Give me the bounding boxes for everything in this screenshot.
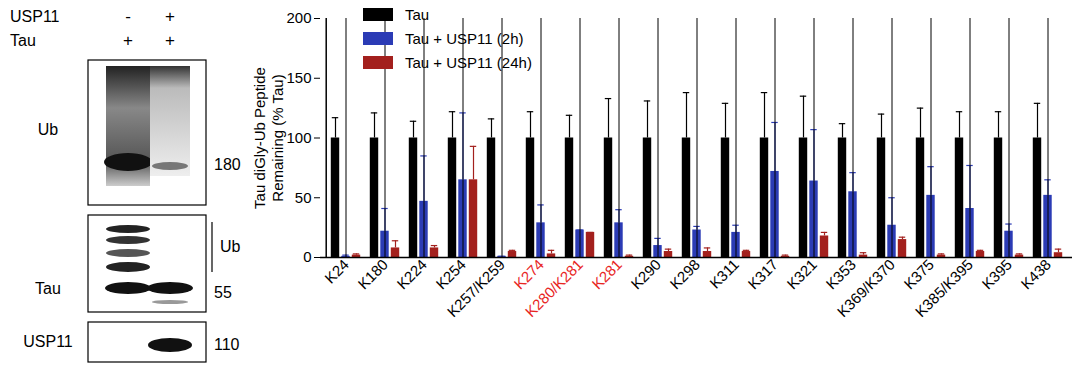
svg-text:0: 0: [303, 248, 311, 265]
html-text:Tau + USP11 (24h): Tau + USP11 (24h): [405, 53, 532, 71]
svg-text:+: +: [165, 31, 175, 50]
svg-text:+: +: [123, 31, 133, 50]
svg-text:Ub: Ub: [220, 238, 241, 255]
svg-text:150: 150: [286, 69, 311, 86]
svg-text:200: 200: [286, 9, 311, 26]
svg-text:K281: K281: [588, 256, 625, 293]
svg-text:K254: K254: [432, 255, 470, 293]
svg-text:K257/K259: K257/K259: [444, 256, 509, 321]
svg-text:K317: K317: [744, 256, 781, 293]
svg-text:K280/K281: K280/K281: [522, 256, 587, 321]
svg-text:K224: K224: [393, 256, 430, 293]
svg-text:K353: K353: [822, 255, 860, 293]
svg-text:K311: K311: [706, 256, 742, 292]
svg-text:K438: K438: [1017, 256, 1054, 293]
svg-text:K290: K290: [627, 256, 664, 293]
svg-text:55: 55: [214, 284, 232, 301]
svg-text:K369/K370: K369/K370: [834, 256, 899, 321]
svg-text:K180: K180: [354, 256, 391, 293]
svg-text:K395: K395: [978, 256, 1015, 293]
svg-text:-: -: [125, 7, 131, 26]
svg-text:K321: K321: [783, 256, 820, 293]
svg-text:K298: K298: [666, 256, 703, 293]
svg-text:USP11: USP11: [23, 333, 73, 350]
html-text:Tau + USP11 (2h): Tau + USP11 (2h): [405, 29, 524, 47]
svg-text:K375: K375: [900, 255, 938, 293]
svg-text:K274: K274: [510, 255, 548, 293]
svg-text:K24: K24: [321, 256, 352, 287]
svg-text:100: 100: [286, 129, 311, 146]
svg-text:Tau diGly-Ub PeptideRemaining: Tau diGly-Ub PeptideRemaining (% Tau): [251, 67, 285, 209]
svg-text:110: 110: [214, 336, 240, 353]
svg-text:+: +: [165, 7, 175, 26]
svg-text:Ub: Ub: [38, 121, 59, 138]
svg-text:USP11: USP11: [10, 8, 60, 25]
svg-text:K385/K395: K385/K395: [912, 256, 977, 321]
html-text:Tau: Tau: [405, 5, 430, 23]
svg-text:Tau: Tau: [35, 280, 61, 297]
svg-text:Tau: Tau: [10, 32, 36, 49]
svg-text:50: 50: [295, 189, 312, 206]
svg-text:180: 180: [214, 156, 241, 173]
